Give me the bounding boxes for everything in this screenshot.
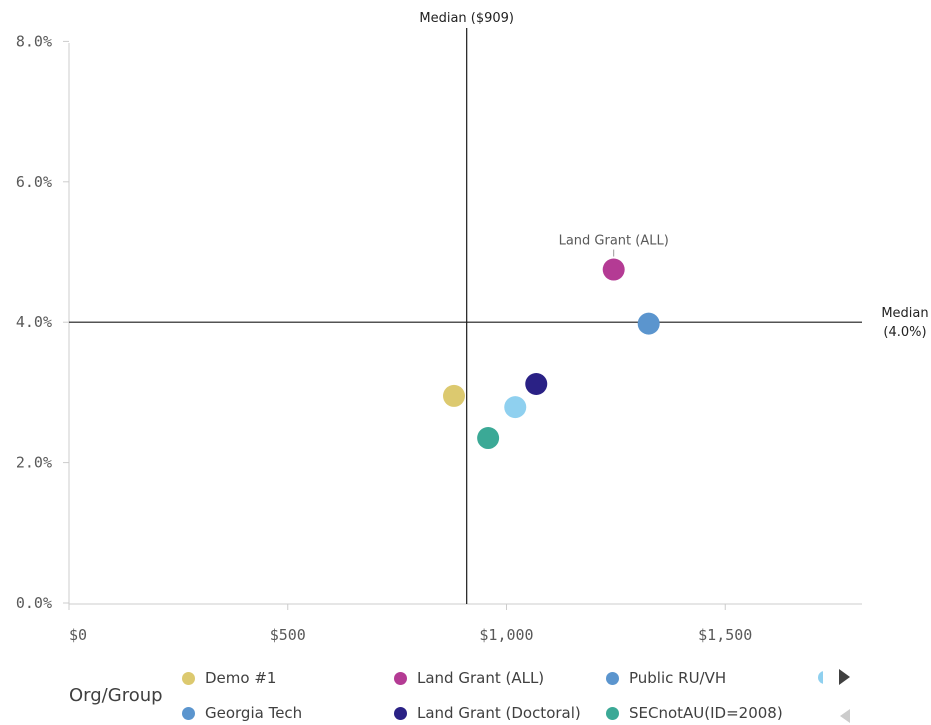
data-point-public-ru-vh[interactable] xyxy=(637,312,660,335)
y-tick-label: 8.0% xyxy=(16,32,52,50)
legend-item-land-grant-all[interactable]: Land Grant (ALL) xyxy=(394,668,544,688)
legend-item-demo-1[interactable]: Demo #1 xyxy=(182,668,276,688)
tick-labels: 0.0% 2.0% 4.0% 6.0% 8.0% $0 $500 $1,000 $1,500 xyxy=(16,32,752,644)
legend-dot xyxy=(182,706,195,720)
data-point-secnotau[interactable] xyxy=(477,427,500,450)
legend-item-partial[interactable] xyxy=(818,671,823,684)
legend-label: Public RU/VH xyxy=(629,669,727,687)
x-tick-label: $0 xyxy=(69,626,87,644)
x-tick-label: $1,000 xyxy=(479,626,533,644)
legend-dot xyxy=(818,671,823,684)
data-point-land-grant-all[interactable] xyxy=(602,258,625,281)
legend-label: Georgia Tech xyxy=(205,704,303,722)
legend-dot xyxy=(394,671,407,685)
median-lines: Median ($909) Median (4.0%) xyxy=(69,11,929,604)
data-point-demo-1[interactable] xyxy=(443,384,465,407)
legend-dot xyxy=(182,671,195,685)
legend-label: Land Grant (Doctoral) xyxy=(417,704,581,722)
legend-dot xyxy=(606,671,619,685)
legend-item-public-ru-vh[interactable]: Public RU/VH xyxy=(606,668,726,688)
y-tick-label: 0.0% xyxy=(16,594,52,612)
point-label-land-grant-all: Land Grant (ALL) xyxy=(559,234,669,249)
y-tick-label: 6.0% xyxy=(16,173,52,191)
data-point-unlabeled-light-blue[interactable] xyxy=(504,396,527,419)
legend-dot xyxy=(394,706,407,720)
y-tick-label: 2.0% xyxy=(16,454,52,472)
legend-prev-arrow-icon[interactable] xyxy=(840,709,850,723)
legend-label: Land Grant (ALL) xyxy=(417,669,545,687)
legend-dot xyxy=(606,706,619,720)
legend-label: Demo #1 xyxy=(205,669,277,687)
median-x-label: Median ($909) xyxy=(419,11,514,26)
median-y-label-line2: (4.0%) xyxy=(883,325,926,340)
median-y-label-line1: Median xyxy=(881,306,928,321)
axes xyxy=(63,40,862,610)
x-tick-label: $1,500 xyxy=(698,626,752,644)
legend-item-georgia-tech[interactable]: Georgia Tech xyxy=(182,703,302,723)
x-tick-label: $500 xyxy=(270,626,306,644)
legend-item-land-grant-doctoral[interactable]: Land Grant (Doctoral) xyxy=(394,703,581,723)
data-points: Land Grant (ALL) xyxy=(443,234,669,450)
y-tick-label: 4.0% xyxy=(16,313,52,331)
legend-next-arrow-icon[interactable] xyxy=(839,669,850,685)
legend-title: Org/Group xyxy=(69,685,163,706)
data-point-land-grant-doctoral[interactable] xyxy=(525,372,548,395)
legend-item-secnotau[interactable]: SECnotAU(ID=2008) xyxy=(606,703,783,723)
legend-label: SECnotAU(ID=2008) xyxy=(629,704,783,722)
